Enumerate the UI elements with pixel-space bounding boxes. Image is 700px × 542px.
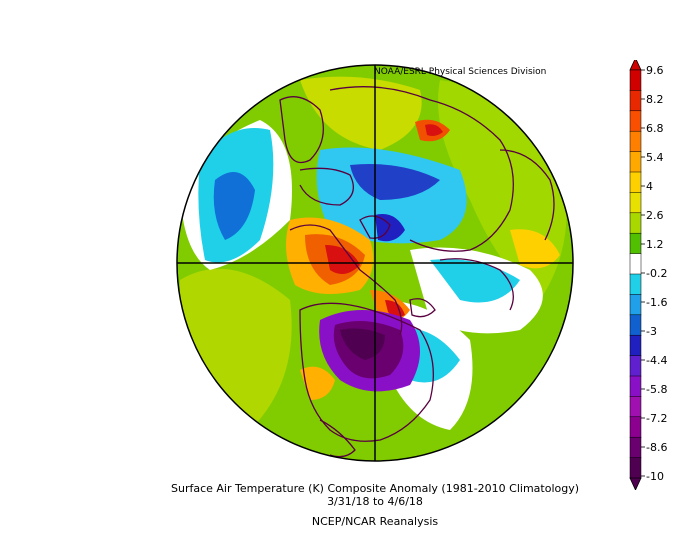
continent-outlines	[279, 86, 555, 458]
colorbar-label: 9.6	[646, 64, 664, 77]
colorbar-label: 6.8	[646, 122, 664, 135]
colorbar-label: -7.2	[646, 412, 667, 425]
colorbar-swatch	[629, 212, 642, 234]
caption-dates: 3/31/18 to 4/6/18	[327, 495, 423, 508]
colorbar-swatch	[629, 171, 642, 193]
anomaly-region	[430, 259, 520, 303]
colorbar-swatch	[629, 130, 642, 153]
anomaly-region	[350, 164, 440, 200]
colorbar: 9.6 8.2 6.8 5.4 4 2.6 1.2 -0.2 -1.6 -3 -4.4 -5.8 -7.…	[629, 60, 667, 490]
colorbar-label: -5.8	[646, 383, 667, 396]
colorbar-swatch	[629, 110, 642, 132]
colorbar-swatch	[629, 416, 642, 438]
colorbar-swatch	[629, 90, 642, 112]
colorbar-label: -4.4	[646, 354, 667, 367]
colorbar-label: 8.2	[646, 93, 664, 106]
colorbar-arrow-bottom	[629, 477, 642, 490]
anomaly-region	[325, 245, 360, 274]
colorbar-label: 5.4	[646, 151, 664, 164]
colorbar-arrow-top	[629, 60, 642, 71]
credit-text: NOAA/ESRL Physical Sciences Division	[374, 67, 547, 77]
colorbar-swatch	[629, 314, 642, 336]
map-boundary	[176, 64, 574, 462]
colorbar-swatch	[629, 232, 642, 255]
anomaly-region	[213, 172, 255, 240]
colorbar-swatch	[629, 253, 642, 275]
anomaly-region	[375, 214, 405, 242]
anomaly-region	[300, 76, 422, 150]
colorbar-swatch	[629, 355, 642, 377]
colorbar-swatch	[629, 457, 642, 479]
colorbar-label: 2.6	[646, 209, 664, 222]
colorbar-swatch	[629, 192, 642, 214]
colorbar-label: 1.2	[646, 238, 664, 251]
caption-source: NCEP/NCAR Reanalysis	[311, 515, 439, 528]
colorbar-swatch	[629, 396, 642, 418]
anomaly-region	[510, 229, 560, 269]
colorbar-swatch	[629, 69, 642, 91]
colorbar-swatch	[629, 294, 642, 316]
colorbar-label: -3	[646, 325, 657, 338]
colorbar-label: -1.6	[646, 296, 667, 309]
colorbar-swatch	[629, 334, 642, 357]
colorbar-swatch	[629, 151, 642, 173]
colorbar-swatch	[629, 273, 642, 295]
anomaly-region	[340, 328, 385, 360]
colorbar-label: -10	[646, 470, 664, 483]
colorbar-swatch	[629, 436, 642, 459]
colorbar-swatch	[629, 375, 642, 397]
colorbar-label: -0.2	[646, 267, 667, 280]
anomaly-region	[425, 124, 443, 136]
caption-title: Surface Air Temperature (K) Composite An…	[170, 482, 580, 495]
colorbar-label: 4	[646, 180, 653, 193]
anomaly-region	[300, 366, 335, 400]
colorbar-label: -8.6	[646, 441, 667, 454]
